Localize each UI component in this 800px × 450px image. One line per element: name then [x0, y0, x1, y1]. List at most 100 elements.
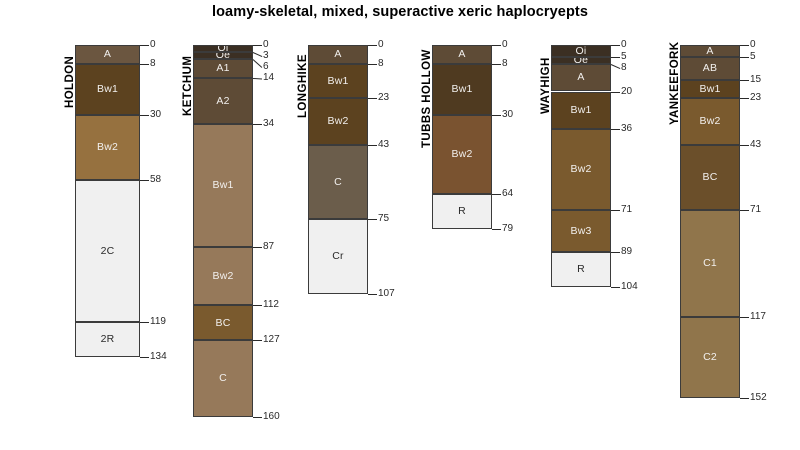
horizon-label: Oe: [215, 51, 231, 59]
horizon-label: Oi: [217, 45, 229, 52]
depth-label: 87: [263, 241, 275, 253]
depth-label: 5: [621, 50, 627, 62]
depth-tick-line: [611, 286, 620, 288]
depth-label: 0: [263, 39, 269, 50]
depth-label: 127: [263, 334, 280, 346]
horizon-bw2: Bw2: [193, 247, 253, 306]
horizon-label: A: [577, 71, 585, 84]
horizon-label: Bw1: [327, 74, 349, 87]
depth-label: 8: [378, 57, 384, 69]
horizon-c: C: [193, 340, 253, 417]
depth-label: 43: [750, 138, 762, 150]
depth-label: 79: [502, 222, 514, 234]
horizon-2c: 2C: [75, 179, 140, 322]
horizon-label: Bw1: [96, 82, 119, 95]
depth-tick-line: [140, 356, 149, 358]
depth-tick-line: [611, 56, 620, 58]
horizon-label: Bw1: [451, 82, 473, 95]
horizon-ab: AB: [680, 56, 740, 80]
horizon-oe: Oe: [551, 56, 611, 64]
depth-tick-line: [140, 63, 149, 65]
depth-label: 112: [263, 299, 279, 311]
depth-label: 64: [502, 187, 514, 199]
depth-label: 0: [621, 39, 627, 50]
horizon-label: BC: [702, 171, 718, 184]
depth-tick-line: [740, 398, 749, 400]
depth-label: 0: [378, 39, 384, 50]
horizon-oe: Oe: [193, 51, 253, 59]
horizon-label: Bw2: [212, 270, 234, 283]
horizon-bc: BC: [193, 305, 253, 341]
depth-label: 58: [150, 173, 162, 185]
depth-tick-line: [611, 251, 620, 253]
depth-tick-line: [368, 45, 377, 46]
horizon-label: Oi: [575, 45, 587, 57]
depth-label: 107: [378, 287, 395, 299]
horizon-label: A: [103, 48, 112, 61]
depth-tick-line: [740, 317, 749, 319]
horizon-bw1: Bw1: [75, 63, 140, 115]
depth-tick-line: [740, 56, 749, 58]
depth-tick-line: [253, 45, 262, 46]
horizon-bw1: Bw1: [432, 63, 492, 115]
horizon-label: C: [334, 175, 342, 188]
horizon-label: Bw2: [96, 141, 119, 154]
depth-tick-line: [610, 63, 621, 69]
horizon-label: 2C: [100, 244, 115, 257]
horizon-cr: Cr: [308, 219, 368, 294]
horizon-bc: BC: [680, 144, 740, 211]
depth-label: 0: [502, 39, 508, 50]
horizon-a: A: [308, 45, 368, 64]
depth-label: 15: [750, 73, 762, 85]
horizon-c: C: [308, 144, 368, 220]
depth-tick-line: [611, 128, 620, 130]
horizon-c1: C1: [680, 210, 740, 317]
horizon-bw2: Bw2: [308, 98, 368, 145]
horizon-a2: A2: [193, 77, 253, 125]
horizon-label: A: [334, 48, 342, 61]
depth-label: 14: [263, 72, 275, 83]
depth-label: 104: [621, 280, 638, 292]
depth-tick-line: [253, 305, 262, 307]
horizon-bw2: Bw2: [551, 128, 611, 211]
horizon-label: R: [458, 204, 466, 217]
depth-tick-line: [252, 52, 263, 57]
depth-tick-line: [140, 179, 149, 181]
depth-tick-line: [492, 228, 501, 230]
depth-label: 36: [621, 122, 633, 134]
depth-tick-line: [252, 59, 263, 68]
depth-tick-line: [740, 98, 749, 100]
horizon-label: Bw1: [699, 82, 721, 95]
horizon-bw2: Bw2: [75, 114, 140, 180]
horizon-bw1: Bw1: [680, 79, 740, 99]
depth-label: 89: [621, 245, 633, 257]
depth-tick-line: [252, 77, 263, 79]
depth-label: 71: [750, 204, 762, 216]
depth-tick-line: [492, 193, 501, 195]
horizon-label: Cr: [332, 250, 344, 263]
depth-label: 71: [621, 204, 633, 216]
horizon-label: A: [706, 45, 714, 57]
depth-tick-line: [368, 98, 377, 100]
horizon-bw1: Bw1: [308, 63, 368, 99]
horizon-bw1: Bw1: [193, 124, 253, 248]
depth-label: 30: [150, 108, 162, 120]
horizon-label: BC: [215, 316, 231, 329]
depth-tick-line: [253, 247, 262, 249]
horizon-a: A: [432, 45, 492, 64]
depth-tick-line: [140, 321, 149, 323]
depth-tick-line: [368, 63, 377, 65]
depth-label: 3: [263, 50, 269, 61]
horizon-label: Bw1: [212, 179, 234, 192]
depth-tick-line: [611, 45, 620, 46]
horizon-label: A1: [216, 61, 230, 74]
horizon-bw1: Bw1: [551, 91, 611, 129]
depth-label: 0: [150, 39, 156, 50]
depth-label: 43: [378, 138, 390, 150]
horizon-label: Oe: [573, 56, 589, 64]
depth-label: 134: [150, 350, 167, 362]
horizon-a: A: [75, 45, 140, 64]
depth-label: 30: [502, 108, 514, 120]
horizon-label: A: [458, 48, 466, 61]
